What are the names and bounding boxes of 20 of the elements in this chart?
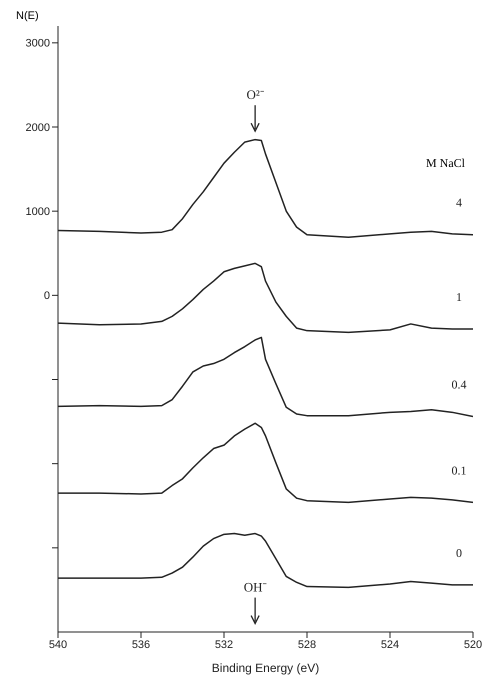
annotation: OH⁻ (244, 580, 267, 595)
annotation: O²⁻ (246, 87, 264, 102)
x-tick-label: 528 (298, 638, 316, 651)
x-tick-label: 524 (380, 638, 400, 651)
y-axis-title: N(E) (16, 10, 39, 22)
x-tick-label: 520 (464, 638, 482, 651)
y-tick-label: 1000 (26, 206, 50, 218)
text: 4 (456, 196, 462, 210)
series-label: 0.1 (452, 463, 466, 478)
y-tick-label: 3000 (26, 38, 50, 50)
x-tick-label: 540 (48, 638, 68, 651)
text: 0 (456, 546, 462, 560)
text: 1 (456, 290, 462, 304)
y-tick-label: 0 (44, 290, 50, 302)
x-tick-label: 536 (132, 638, 150, 651)
y-tick-label: 2000 (26, 122, 50, 134)
legend-title: M NaCl (426, 156, 465, 171)
x-axis-title: Binding Energy (eV) (212, 661, 320, 675)
x-tick-label: 532 (214, 638, 234, 651)
series-label: 0.4 (452, 378, 466, 392)
